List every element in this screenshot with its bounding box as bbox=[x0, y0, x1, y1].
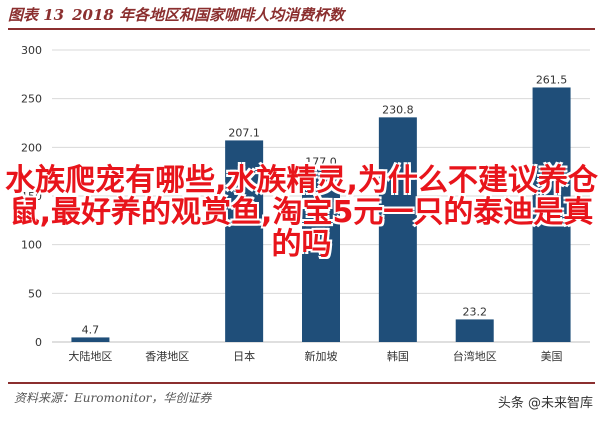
bar bbox=[532, 87, 571, 342]
y-tick-label: 150 bbox=[21, 190, 42, 203]
bar-value-label: 230.8 bbox=[382, 103, 414, 116]
y-tick-label: 0 bbox=[35, 336, 42, 349]
figure-label: 图表 13 bbox=[8, 5, 65, 24]
x-category-label: 日本 bbox=[233, 349, 255, 363]
bar bbox=[71, 337, 110, 342]
bar-chart: 0 50 100 150 200 250 300 4.7 大陆地区 香港地区 207.1 日本 177.… bbox=[21, 44, 590, 363]
y-tick-label: 100 bbox=[21, 239, 42, 252]
figure-header: 图表 13 2018 年各地区和国家咖啡人均消费杯数 bbox=[8, 2, 595, 26]
y-tick-label: 250 bbox=[21, 93, 42, 106]
x-category-label: 大陆地区 bbox=[68, 349, 112, 363]
bar-value-label: 4.7 bbox=[82, 323, 100, 336]
bar-value-label: 23.2 bbox=[462, 305, 487, 318]
bar bbox=[455, 319, 494, 342]
figure-title: 2018 年各地区和国家咖啡人均消费杯数 bbox=[72, 5, 345, 24]
x-category-label: 香港地区 bbox=[145, 350, 189, 363]
watermark: 头条 @未来智库 bbox=[497, 396, 593, 411]
y-tick-label: 300 bbox=[21, 44, 42, 57]
header-rule bbox=[8, 28, 595, 30]
footer-rule bbox=[8, 382, 595, 384]
source-note: 资料来源：Euromonitor，华创证券 bbox=[14, 391, 212, 405]
x-category-label: 新加坡 bbox=[305, 349, 338, 363]
bar-value-label: 261.5 bbox=[536, 73, 568, 86]
bar-value-label: 207.1 bbox=[228, 126, 260, 139]
y-tick-label: 200 bbox=[21, 141, 42, 154]
y-tick-label: 50 bbox=[28, 287, 42, 300]
x-category-label: 台湾地区 bbox=[453, 349, 497, 363]
x-category-label: 韩国 bbox=[387, 349, 409, 363]
bar bbox=[225, 140, 264, 342]
bar bbox=[302, 169, 340, 342]
bar-value-label: 177.0 bbox=[305, 156, 337, 169]
x-category-label: 美国 bbox=[541, 350, 563, 363]
bar bbox=[378, 117, 417, 342]
